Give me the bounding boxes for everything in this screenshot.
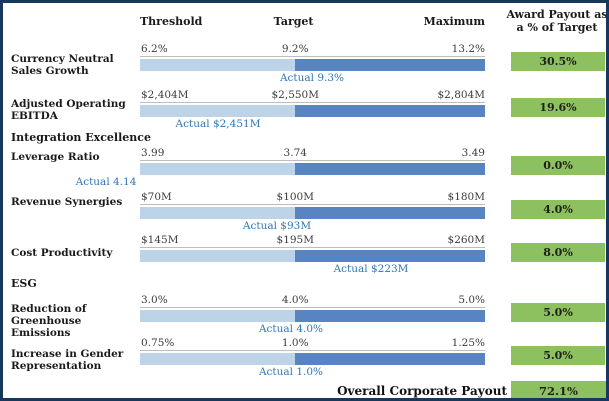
actual-value-label: Actual 4.0% — [258, 323, 324, 335]
target-column-header: Target — [273, 15, 314, 28]
metric-row-leverage-ratio: Leverage Ratio 3.99 3.74 3.49 Actual 4.1… — [3, 147, 606, 193]
threshold-value: 6.2% — [141, 43, 168, 55]
threshold-value: $145M — [141, 234, 179, 246]
metric-row-adjusted-operating-ebitda: Adjusted Operating EBITDA $2,404M $2,550… — [3, 89, 606, 135]
metric-values: 3.0% 4.0% 5.0% — [140, 294, 485, 308]
actual-value-label: Actual $223M — [333, 263, 409, 275]
metric-bar — [140, 353, 485, 365]
payout-badge: 4.0% — [511, 200, 605, 219]
metric-row-reduction-of-greenhouse-emissions: Reduction of Greenhouse Emissions 3.0% 4… — [3, 294, 606, 340]
metric-row-currency-neutral-sales-growth: Currency Neutral Sales Growth 6.2% 9.2% … — [3, 43, 606, 89]
payout-badge: 5.0% — [511, 303, 605, 322]
metric-bar — [140, 163, 485, 175]
metric-values: 6.2% 9.2% 13.2% — [140, 43, 485, 57]
payout-badge: 8.0% — [511, 243, 605, 262]
metric-label: Leverage Ratio — [11, 151, 100, 163]
target-to-maximum-segment — [294, 353, 485, 365]
target-to-maximum-segment — [294, 207, 485, 219]
target-value: 1.0% — [281, 337, 309, 349]
maximum-value: $2,804M — [437, 89, 486, 101]
threshold-value: $70M — [141, 191, 172, 203]
metric-bar — [140, 59, 485, 71]
metric-row-increase-in-gender-representation: Increase in Gender Representation 0.75% … — [3, 337, 606, 383]
target-value: 9.2% — [281, 43, 309, 55]
threshold-value: 3.99 — [141, 147, 165, 159]
target-value: 4.0% — [281, 294, 309, 306]
threshold-column-header: Threshold — [140, 15, 203, 28]
target-value: $100M — [276, 191, 314, 203]
metric-bar — [140, 310, 485, 322]
maximum-value: $180M — [447, 191, 485, 203]
metric-label: Currency Neutral Sales Growth — [11, 53, 114, 78]
maximum-value: 1.25% — [451, 337, 485, 349]
payout-badge: 5.0% — [511, 346, 605, 365]
metric-row-cost-productivity: Cost Productivity $145M $195M $260M Actu… — [3, 234, 606, 280]
payout-badge: 19.6% — [511, 98, 605, 117]
actual-value-label: Actual $93M — [242, 220, 312, 232]
metric-label: Revenue Synergies — [11, 196, 123, 208]
target-value: $195M — [276, 234, 314, 246]
section-header-integration-excellence: Integration Excellence — [11, 131, 151, 144]
metric-values: $70M $100M $180M — [140, 191, 485, 205]
metric-values: 3.99 3.74 3.49 — [140, 147, 485, 161]
actual-value-label: Actual $2,451M — [175, 118, 261, 130]
metric-label: Reduction of Greenhouse Emissions — [11, 303, 87, 340]
threshold-value: 3.0% — [141, 294, 168, 306]
metric-bar — [140, 250, 485, 262]
metric-bar — [140, 207, 485, 219]
threshold-value: 0.75% — [141, 337, 175, 349]
target-to-maximum-segment — [294, 59, 485, 71]
metric-values: $145M $195M $260M — [140, 234, 485, 248]
maximum-value: 13.2% — [451, 43, 485, 55]
section-header-esg: ESG — [11, 277, 37, 290]
payout-badge: 30.5% — [511, 52, 605, 71]
award-payout-column-header: Award Payout as a % of Target — [506, 8, 608, 34]
overall-corporate-payout-label: Overall Corporate Payout — [337, 384, 507, 398]
metric-values: $2,404M $2,550M $2,804M — [140, 89, 485, 103]
payout-badge: 0.0% — [511, 156, 605, 175]
threshold-value: $2,404M — [141, 89, 189, 101]
target-to-maximum-segment — [294, 163, 485, 175]
metric-row-revenue-synergies: Revenue Synergies $70M $100M $180M Actua… — [3, 191, 606, 237]
target-value: 3.74 — [283, 147, 307, 159]
maximum-column-header: Maximum — [423, 15, 485, 28]
metric-bar — [140, 105, 485, 117]
actual-value-label: Actual 9.3% — [279, 72, 345, 84]
metric-label: Increase in Gender Representation — [11, 348, 124, 373]
target-to-maximum-segment — [294, 250, 485, 262]
target-to-maximum-segment — [294, 105, 485, 117]
maximum-value: 3.49 — [461, 147, 485, 159]
target-value: $2,550M — [271, 89, 320, 101]
metric-label: Adjusted Operating EBITDA — [11, 98, 126, 123]
maximum-value: 5.0% — [458, 294, 485, 306]
actual-value-label: Actual 1.0% — [258, 366, 324, 378]
metric-label: Cost Productivity — [11, 247, 113, 259]
actual-value-label: Actual 4.14 — [75, 176, 137, 188]
column-headers: Threshold Target Maximum — [137, 15, 485, 31]
maximum-value: $260M — [447, 234, 485, 246]
overall-corporate-payout-badge: 72.1% — [511, 381, 606, 398]
metric-values: 0.75% 1.0% 1.25% — [140, 337, 485, 351]
target-to-maximum-segment — [294, 310, 485, 322]
